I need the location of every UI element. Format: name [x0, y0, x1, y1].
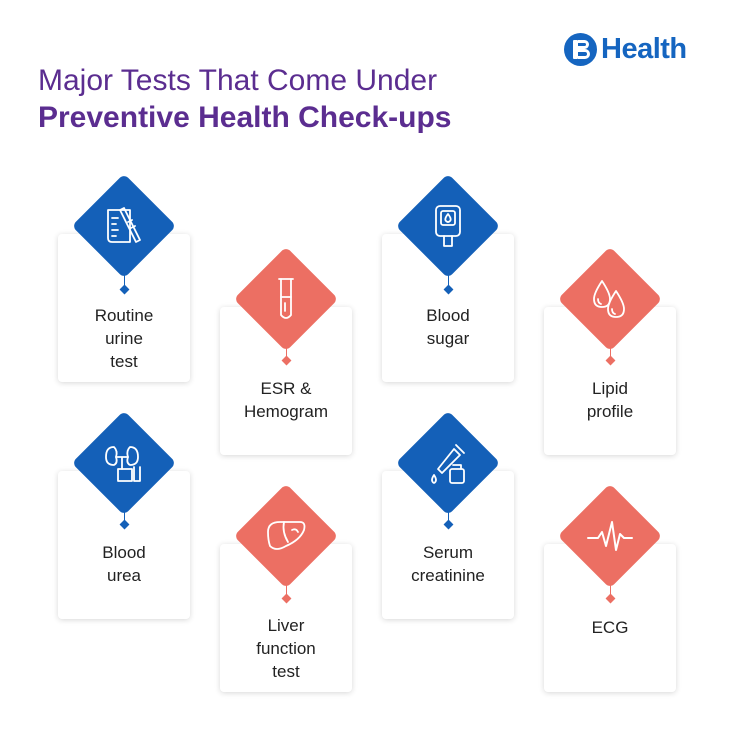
dropper-bottle-icon [424, 439, 472, 487]
brand-name: Health [601, 33, 687, 65]
b-logo-icon [564, 33, 597, 66]
beaker-test-strip-icon [100, 202, 148, 250]
liver-icon [262, 512, 310, 560]
heartbeat-icon [586, 512, 634, 560]
test-label: Lipid profile [586, 379, 634, 421]
test-label: Liver function test [256, 616, 316, 681]
test-label: ECG [591, 618, 629, 637]
test-label: ESR & Hemogram [243, 379, 329, 421]
test-label: Serum creatinine [411, 543, 485, 585]
test-label: Routine urine test [94, 306, 154, 371]
kidney-lab-icon [100, 439, 148, 487]
page-title-line1: Major Tests That Come Under [38, 64, 438, 97]
brand-logo: Health [564, 33, 687, 66]
test-tube-icon [262, 275, 310, 323]
test-label: Blood urea [102, 543, 146, 585]
test-label: Blood sugar [426, 306, 470, 348]
glucometer-icon [424, 202, 472, 250]
page-title-line2: Preventive Health Check-ups [38, 101, 452, 134]
blood-drops-icon [586, 275, 634, 323]
